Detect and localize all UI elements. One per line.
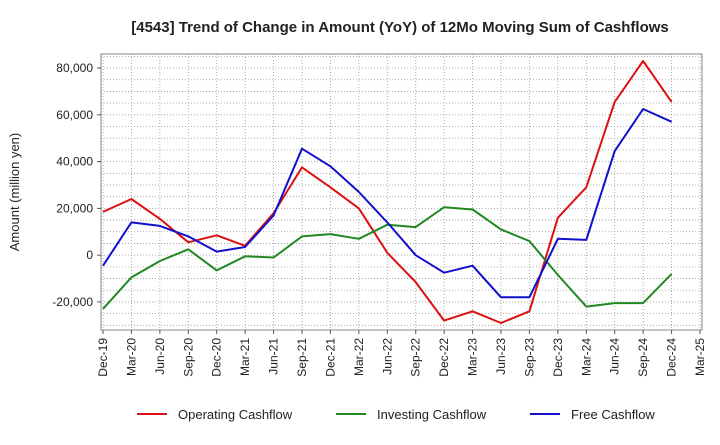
- x-tick-label: Sep-22: [409, 338, 423, 377]
- x-axis-ticks: Dec-19 Mar-20 Jun-20 Sep-20 Dec-20 Mar-21 Jun-…: [96, 330, 707, 377]
- plot-area-frame: [100, 53, 703, 331]
- y-tick-label: -20,000: [52, 295, 93, 309]
- x-tick-label: Dec-20: [210, 338, 224, 377]
- x-tick-label: Mar-25: [693, 338, 707, 376]
- y-tick-label: 0: [86, 248, 93, 262]
- legend-label: Free Cashflow: [571, 407, 655, 422]
- x-tick-label: Mar-22: [352, 338, 366, 376]
- x-tick-label: Dec-19: [96, 338, 110, 377]
- x-tick-label: Dec-21: [323, 338, 337, 377]
- chart-title: [4543] Trend of Change in Amount (YoY) o…: [131, 19, 669, 36]
- x-tick-label: Mar-23: [466, 338, 480, 376]
- x-tick-label: Mar-21: [238, 338, 252, 376]
- x-tick-label: Jun-21: [267, 338, 281, 375]
- y-axis-label: Amount (million yen): [7, 133, 22, 252]
- series-line-2: [102, 206, 673, 310]
- series-lines: [102, 60, 673, 324]
- grid: [101, 54, 702, 330]
- x-tick-label: Jun-23: [494, 338, 508, 375]
- legend-label: Operating Cashflow: [178, 407, 293, 422]
- x-tick-label: Dec-24: [665, 338, 679, 377]
- y-axis-ticks: -20,000 0 20,000 40,000 60,000 80,000: [52, 61, 101, 309]
- x-tick-label: Sep-24: [636, 338, 650, 377]
- y-tick-label: 20,000: [56, 201, 93, 215]
- x-tick-label: Sep-20: [181, 338, 195, 377]
- series-line-1: [102, 60, 673, 324]
- x-tick-label: Jun-24: [608, 338, 622, 375]
- series-line-3: [102, 108, 673, 299]
- legend-label: Investing Cashflow: [377, 407, 487, 422]
- x-tick-label: Sep-23: [522, 338, 536, 377]
- x-tick-label: Mar-20: [124, 338, 138, 376]
- y-tick-label: 60,000: [56, 108, 93, 122]
- x-tick-label: Sep-21: [295, 338, 309, 377]
- x-tick-label: Mar-24: [579, 338, 593, 376]
- x-tick-label: Dec-22: [437, 338, 451, 377]
- x-tick-label: Dec-23: [551, 338, 565, 377]
- y-tick-label: 40,000: [56, 155, 93, 169]
- legend: Operating Cashflow Investing Cashflow Free…: [137, 407, 655, 422]
- x-tick-label: Jun-20: [153, 338, 167, 375]
- x-tick-label: Jun-22: [380, 338, 394, 375]
- y-tick-label: 80,000: [56, 61, 93, 75]
